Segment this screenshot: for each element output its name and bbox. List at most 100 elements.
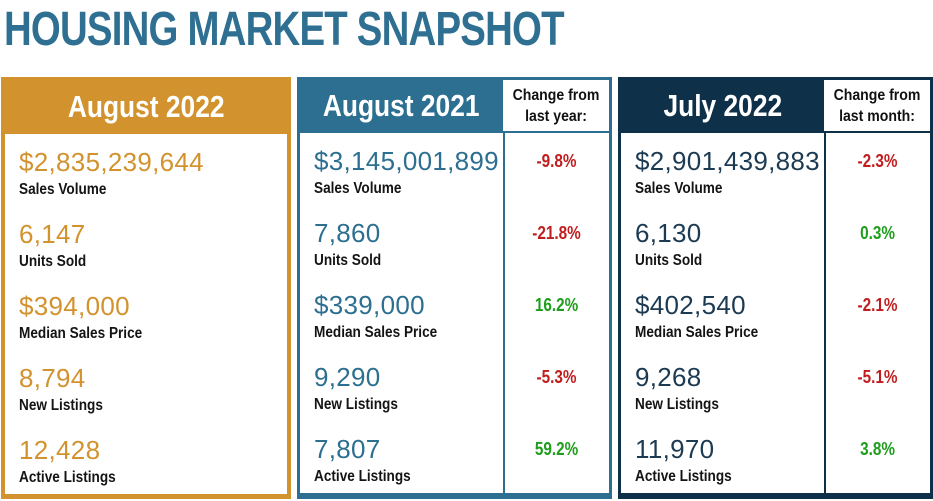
metric-row-median-sales-price: $402,540 Median Sales Price -2.1%: [621, 277, 930, 349]
metric-row-sales-volume: $2,835,239,644 Sales Volume: [5, 134, 287, 206]
table-august-2021-header: August 2021 Change from last year:: [300, 80, 609, 133]
change-header-label: Change from last year:: [512, 86, 600, 125]
metric-cell: 9,290 New Listings: [300, 349, 503, 421]
metric-label: Units Sold: [19, 253, 87, 270]
metric-value: 8,794: [19, 363, 86, 393]
metric-label: Units Sold: [314, 252, 382, 269]
metric-cell: 8,794 New Listings: [5, 350, 287, 422]
table-august-2022-header: August 2022: [5, 81, 287, 134]
metric-value: 9,268: [635, 362, 702, 392]
period-header-label: August 2022: [67, 88, 225, 124]
metric-value: 11,970: [635, 434, 715, 464]
change-cell: 0.3%: [824, 205, 930, 277]
metric-value: 6,147: [19, 219, 86, 249]
change-value: -9.8%: [537, 151, 577, 171]
metric-value: $339,000: [314, 290, 425, 320]
metric-cell: $339,000 Median Sales Price: [300, 277, 503, 349]
metric-value: 9,290: [314, 362, 381, 392]
table-july-2022-header: July 2022 Change from last month:: [621, 80, 930, 133]
metric-cell: $394,000 Median Sales Price: [5, 278, 287, 350]
metric-row-sales-volume: $2,901,439,883 Sales Volume -2.3%: [621, 133, 930, 205]
change-value: -5.1%: [858, 367, 898, 387]
metric-row-units-sold: 6,130 Units Sold 0.3%: [621, 205, 930, 277]
metric-row-median-sales-price: $394,000 Median Sales Price: [5, 278, 287, 350]
metric-cell: 6,130 Units Sold: [621, 205, 824, 277]
change-cell: -21.8%: [503, 205, 609, 277]
change-header-cell: Change from last month:: [824, 80, 930, 131]
period-header-label: August 2021: [323, 87, 480, 123]
change-value: -5.3%: [537, 367, 577, 387]
metric-row-new-listings: 9,290 New Listings -5.3%: [300, 349, 609, 421]
period-header-cell: August 2021: [300, 80, 503, 131]
tables-row: August 2022 $2,835,239,644 Sales Volume …: [1, 77, 933, 499]
metric-label: New Listings: [314, 396, 398, 413]
change-value: 0.3%: [860, 223, 896, 243]
metric-value: $2,901,439,883: [635, 146, 820, 176]
metric-cell: $402,540 Median Sales Price: [621, 277, 824, 349]
change-cell: -9.8%: [503, 133, 609, 205]
metric-label: Active Listings: [635, 468, 732, 485]
period-header-cell: August 2022: [5, 81, 287, 132]
change-cell: 3.8%: [824, 421, 930, 493]
metric-row-new-listings: 9,268 New Listings -5.1%: [621, 349, 930, 421]
page-title: HOUSING MARKET SNAPSHOT: [4, 3, 565, 56]
change-cell: 16.2%: [503, 277, 609, 349]
change-cell: -2.3%: [824, 133, 930, 205]
metric-value: 6,130: [635, 218, 702, 248]
metric-row-median-sales-price: $339,000 Median Sales Price 16.2%: [300, 277, 609, 349]
metric-label: Units Sold: [635, 252, 703, 269]
table-august-2022: August 2022 $2,835,239,644 Sales Volume …: [1, 77, 291, 499]
metric-value: 12,428: [19, 435, 101, 465]
metric-value: $394,000: [19, 291, 130, 321]
metric-label: Median Sales Price: [19, 325, 143, 342]
table-body: $3,145,001,899 Sales Volume -9.8% 7,860 …: [300, 133, 609, 493]
metric-row-units-sold: 6,147 Units Sold: [5, 206, 287, 278]
metric-cell: $2,901,439,883 Sales Volume: [621, 133, 824, 205]
metric-cell: 11,970 Active Listings: [621, 421, 824, 493]
change-cell: -2.1%: [824, 277, 930, 349]
metric-cell: 6,147 Units Sold: [5, 206, 287, 278]
change-header-label: Change from last month:: [833, 86, 921, 125]
metric-value: $402,540: [635, 290, 746, 320]
table-body: $2,835,239,644 Sales Volume 6,147 Units …: [5, 134, 287, 494]
change-value: 59.2%: [535, 439, 579, 459]
metric-cell: 12,428 Active Listings: [5, 422, 287, 494]
metric-row-units-sold: 7,860 Units Sold -21.8%: [300, 205, 609, 277]
metric-row-sales-volume: $3,145,001,899 Sales Volume -9.8%: [300, 133, 609, 205]
metric-row-active-listings: 11,970 Active Listings 3.8%: [621, 421, 930, 493]
change-value: 16.2%: [535, 295, 579, 315]
period-header-label: July 2022: [663, 87, 782, 123]
metric-label: New Listings: [635, 396, 719, 413]
table-body: $2,901,439,883 Sales Volume -2.3% 6,130 …: [621, 133, 930, 493]
change-header-cell: Change from last year:: [503, 80, 609, 131]
metric-label: New Listings: [19, 397, 103, 414]
period-header-cell: July 2022: [621, 80, 824, 131]
change-cell: -5.3%: [503, 349, 609, 421]
metric-cell: 9,268 New Listings: [621, 349, 824, 421]
metric-value: 7,860: [314, 218, 381, 248]
change-value: -2.1%: [858, 295, 898, 315]
metric-cell: $2,835,239,644 Sales Volume: [5, 134, 287, 206]
metric-cell: 7,860 Units Sold: [300, 205, 503, 277]
metric-value: $2,835,239,644: [19, 147, 204, 177]
change-value: 3.8%: [860, 439, 896, 459]
metric-label: Median Sales Price: [314, 324, 438, 341]
metric-label: Active Listings: [314, 468, 411, 485]
metric-value: 7,807: [314, 434, 381, 464]
metric-label: Median Sales Price: [635, 324, 759, 341]
change-value: -21.8%: [532, 223, 582, 243]
metric-row-active-listings: 7,807 Active Listings 59.2%: [300, 421, 609, 493]
metric-value: $3,145,001,899: [314, 146, 499, 176]
metric-label: Active Listings: [19, 469, 116, 486]
metric-label: Sales Volume: [19, 181, 107, 198]
table-july-2022: July 2022 Change from last month: $2,901…: [618, 77, 933, 499]
metric-label: Sales Volume: [635, 180, 723, 197]
table-august-2021: August 2021 Change from last year: $3,14…: [297, 77, 612, 499]
change-value: -2.3%: [858, 151, 898, 171]
metric-row-new-listings: 8,794 New Listings: [5, 350, 287, 422]
change-cell: 59.2%: [503, 421, 609, 493]
change-cell: -5.1%: [824, 349, 930, 421]
metric-label: Sales Volume: [314, 180, 402, 197]
metric-cell: 7,807 Active Listings: [300, 421, 503, 493]
